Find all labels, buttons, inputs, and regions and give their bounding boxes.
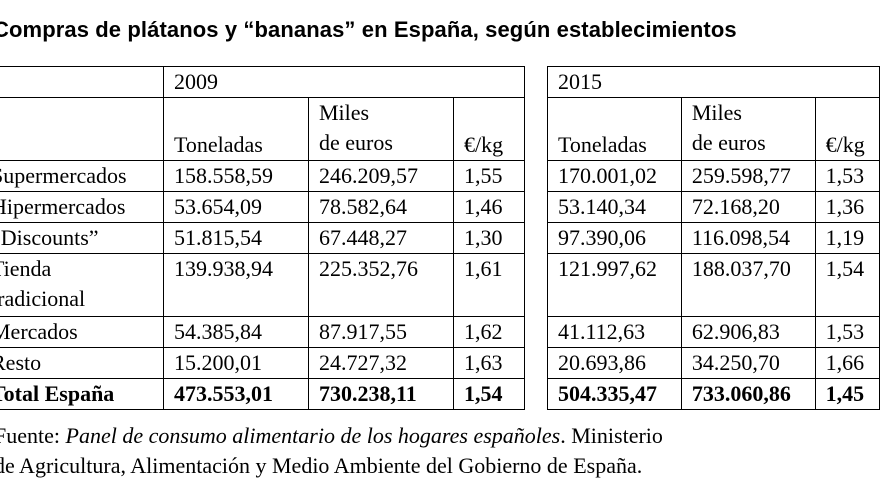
source-title: Panel de consumo alimentario de los hoga… (65, 423, 561, 448)
price-cell: 1,53 (814, 160, 880, 192)
tons-cell: 15.200,01 (163, 347, 309, 379)
table-row: 170.001,02 259.598,77 1,53 (547, 160, 880, 192)
total-row: 504.335,47 733.060,86 1,45 (547, 378, 880, 410)
euros-cell: 259.598,77 (680, 160, 816, 192)
column-header-row: Toneladas Miles de euros €/kg (547, 97, 880, 161)
row-label: “Discounts” (0, 222, 164, 254)
euros-cell: 246.209,57 (308, 160, 454, 192)
table-row: Mercados 54.385,84 87.917,55 1,62 (0, 316, 525, 348)
table-row: Tiendatradicional 139.938,94 225.352,76 … (0, 253, 525, 317)
col-header-eur-kg: €/kg (814, 97, 880, 161)
year-label: 2015 (547, 66, 880, 98)
year-label: 2009 (163, 66, 525, 98)
row-label: Resto (0, 347, 164, 379)
euros-cell: 116.098,54 (680, 222, 816, 254)
euros-cell: 34.250,70 (680, 347, 816, 379)
tons-cell: 170.001,02 (547, 160, 682, 192)
row-label: Supermercados (0, 160, 164, 192)
col-header-toneladas: Toneladas (547, 97, 682, 161)
table-2015: 2015 Toneladas Miles de euros €/kg 170.00… (547, 66, 880, 410)
year-header-row: 2009 (0, 66, 525, 98)
price-cell: 1,36 (814, 191, 880, 223)
tons-cell: 158.558,59 (163, 160, 309, 192)
col-header-miles-euros: Miles de euros (308, 97, 454, 161)
source-suffix: . Ministerio (560, 423, 663, 448)
source-prefix: Fuente: (0, 423, 66, 448)
table-row: 41.112,63 62.906,83 1,53 (547, 316, 880, 348)
label-header-cell (0, 97, 164, 161)
euros-cell: 67.448,27 (308, 222, 454, 254)
euros-cell: 62.906,83 (680, 316, 816, 348)
corner-cell (0, 66, 164, 98)
euros-cell: 78.582,64 (308, 191, 454, 223)
tons-cell: 20.693,86 (547, 347, 682, 379)
price-cell: 1,19 (814, 222, 880, 254)
source-note: Fuente: Panel de consumo alimentario de … (0, 421, 663, 481)
row-label: Hipermercados (0, 191, 164, 223)
price-cell: 1,66 (814, 347, 880, 379)
price-cell: 1,53 (814, 316, 880, 348)
col-header-miles-euros: Miles de euros (680, 97, 816, 161)
total-tons: 504.335,47 (547, 378, 682, 410)
total-price: 1,54 (453, 378, 525, 410)
price-cell: 1,62 (453, 316, 525, 348)
col-header-eur-kg: €/kg (453, 97, 525, 161)
euros-cell: 87.917,55 (308, 316, 454, 348)
table-row: 121.997,62 188.037,70 1,54 (547, 253, 880, 317)
tons-cell: 97.390,06 (547, 222, 682, 254)
tons-cell: 121.997,62 (547, 253, 682, 317)
table-title: Compras de plátanos y “bananas” en Españ… (0, 17, 737, 42)
tons-cell: 53.140,34 (547, 191, 682, 223)
price-cell: 1,54 (814, 253, 880, 317)
column-header-row: Toneladas Miles de euros €/kg (0, 97, 525, 161)
euros-cell: 24.727,32 (308, 347, 454, 379)
total-tons: 473.553,01 (163, 378, 309, 410)
price-cell: 1,61 (453, 253, 525, 317)
total-label: Total España (0, 378, 164, 410)
euros-cell: 188.037,70 (680, 253, 816, 317)
total-euros: 730.238,11 (308, 378, 454, 410)
price-cell: 1,30 (453, 222, 525, 254)
table-row: Resto 15.200,01 24.727,32 1,63 (0, 347, 525, 379)
euros-cell: 72.168,20 (680, 191, 816, 223)
table-row: 53.140,34 72.168,20 1,36 (547, 191, 880, 223)
total-euros: 733.060,86 (680, 378, 816, 410)
source-line-2: de Agricultura, Alimentación y Medio Amb… (0, 453, 643, 478)
tons-cell: 54.385,84 (163, 316, 309, 348)
price-cell: 1,63 (453, 347, 525, 379)
table-row: Hipermercados 53.654,09 78.582,64 1,46 (0, 191, 525, 223)
table-2009: 2009 Toneladas Miles de euros €/kg Superm… (0, 66, 525, 410)
table-row: 97.390,06 116.098,54 1,19 (547, 222, 880, 254)
table-row: 20.693,86 34.250,70 1,66 (547, 347, 880, 379)
table-row: Supermercados 158.558,59 246.209,57 1,55 (0, 160, 525, 192)
row-label: Mercados (0, 316, 164, 348)
table-row: “Discounts” 51.815,54 67.448,27 1,30 (0, 222, 525, 254)
total-row: Total España 473.553,01 730.238,11 1,54 (0, 378, 525, 410)
tons-cell: 139.938,94 (163, 253, 309, 317)
total-price: 1,45 (814, 378, 880, 410)
row-label: Tiendatradicional (0, 253, 164, 317)
tons-cell: 53.654,09 (163, 191, 309, 223)
year-header-row: 2015 (547, 66, 880, 98)
euros-cell: 225.352,76 (308, 253, 454, 317)
tons-cell: 41.112,63 (547, 316, 682, 348)
tons-cell: 51.815,54 (163, 222, 309, 254)
price-cell: 1,55 (453, 160, 525, 192)
price-cell: 1,46 (453, 191, 525, 223)
col-header-toneladas: Toneladas (163, 97, 309, 161)
